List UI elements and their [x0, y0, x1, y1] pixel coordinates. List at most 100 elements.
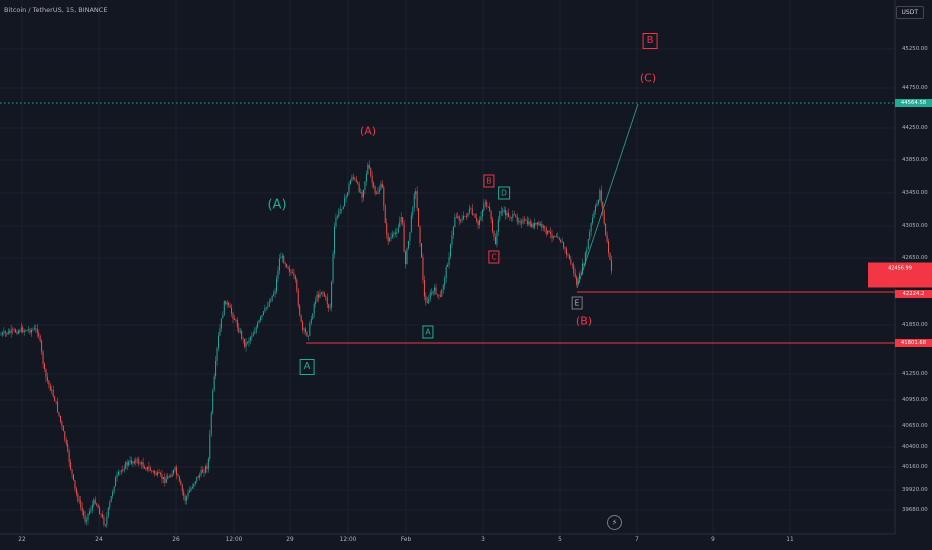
- candle-body: [80, 501, 81, 508]
- lightning-icon[interactable]: ⚡: [607, 515, 622, 530]
- trend-line[interactable]: [577, 104, 638, 288]
- candle-body: [66, 440, 67, 444]
- wave-label-b-paren[interactable]: (B): [576, 315, 592, 328]
- candle-body: [604, 211, 605, 223]
- candle-body: [502, 212, 503, 213]
- candle-body: [219, 328, 220, 335]
- candle-body: [186, 497, 187, 501]
- candle-body: [244, 339, 245, 347]
- candle-body: [69, 451, 70, 463]
- candle-body: [64, 431, 65, 440]
- candle-body: [218, 336, 219, 348]
- candle-body: [546, 227, 547, 234]
- candle-body: [276, 279, 277, 292]
- price-tick: 43450.00: [902, 190, 928, 196]
- candle-body: [270, 301, 271, 302]
- candle-body: [45, 369, 46, 377]
- price-tick: 42650.00: [902, 255, 928, 261]
- candle-body: [488, 207, 489, 208]
- candle-body: [124, 469, 125, 471]
- wave-label-a-paren-green[interactable]: (A): [267, 198, 286, 213]
- candle-body: [494, 231, 495, 237]
- candle-body: [495, 237, 496, 245]
- candle-body: [189, 491, 190, 493]
- wave-label-c-small[interactable]: C: [488, 251, 499, 264]
- wave-label-b-top[interactable]: B: [643, 33, 658, 49]
- wave-label-e-small[interactable]: E: [572, 297, 583, 310]
- candle-body: [427, 302, 428, 303]
- price-tick: 40950.00: [902, 397, 928, 403]
- candle-body: [447, 265, 448, 267]
- grid: [0, 0, 895, 534]
- candle-body: [428, 299, 429, 303]
- candle-body: [569, 255, 570, 259]
- candle-body: [588, 239, 589, 249]
- candle-body: [327, 297, 328, 304]
- candle-body: [208, 459, 209, 469]
- candle-body: [530, 222, 531, 227]
- candle-body: [5, 331, 6, 333]
- candle-body: [473, 214, 474, 215]
- candlesticks: [1, 160, 612, 528]
- candle-body: [523, 220, 524, 224]
- candle-body: [595, 206, 596, 211]
- wave-label-a-paren-red[interactable]: (A): [360, 125, 376, 138]
- candle-body: [520, 221, 521, 223]
- candle-body: [476, 218, 477, 221]
- candle-body: [607, 235, 608, 242]
- candle-body: [147, 467, 148, 470]
- candle-body: [330, 307, 331, 308]
- candle-body: [483, 204, 484, 210]
- candle-body: [557, 237, 558, 238]
- candle-body: [594, 212, 595, 218]
- price-scale[interactable]: 45250.00 44750.00 44250.00 43850.00 4345…: [895, 0, 932, 534]
- candle-body: [128, 462, 129, 465]
- candle-body: [160, 473, 161, 474]
- candle-body: [180, 481, 181, 485]
- time-axis[interactable]: 22 24 26 12:00 29 12:00 Feb 3 5 7 9 11: [0, 534, 895, 550]
- candle-body: [504, 210, 505, 212]
- candle-body: [515, 215, 516, 217]
- candle-body: [436, 288, 437, 295]
- candle-body: [48, 381, 49, 385]
- wave-label-a-small[interactable]: A: [422, 326, 433, 339]
- price-tick: 44250.00: [902, 125, 928, 131]
- candle-body: [183, 491, 184, 496]
- candle-body: [351, 177, 352, 181]
- candle-body: [391, 237, 392, 238]
- time-tick: 11: [786, 537, 793, 543]
- candle-body: [134, 462, 135, 464]
- wave-label-b-small[interactable]: B: [483, 175, 494, 188]
- candle-body: [431, 293, 432, 294]
- candle-body: [459, 216, 460, 220]
- candle-body: [450, 244, 451, 257]
- candle-body: [411, 215, 412, 232]
- candle-body: [449, 257, 450, 265]
- candle-body: [538, 222, 539, 225]
- candle-body: [202, 470, 203, 472]
- wave-label-c-paren[interactable]: (C): [640, 72, 656, 85]
- price-tick: 39680.00: [902, 507, 928, 513]
- time-tick: 5: [558, 537, 562, 543]
- candle-body: [317, 295, 318, 301]
- candle-body: [295, 276, 296, 280]
- candle-body: [370, 168, 371, 176]
- candle-body: [559, 238, 560, 240]
- candle-body: [598, 200, 599, 204]
- candle-body: [277, 271, 278, 279]
- candle-body: [325, 296, 326, 297]
- candle-body: [190, 488, 191, 491]
- wave-label-d-small[interactable]: D: [498, 187, 510, 200]
- candle-body: [463, 216, 464, 219]
- candle-body: [589, 232, 590, 239]
- symbol-title[interactable]: Bitcoin / TetherUS, 15, BINANCE: [4, 6, 107, 14]
- candle-body: [288, 267, 289, 269]
- candle-body: [340, 209, 341, 210]
- candle-body: [344, 198, 345, 207]
- candle-body: [254, 332, 255, 334]
- candle-body: [560, 240, 561, 243]
- candle-body: [611, 260, 612, 271]
- candle-body: [499, 211, 500, 219]
- wave-label-a-box[interactable]: A: [300, 359, 315, 375]
